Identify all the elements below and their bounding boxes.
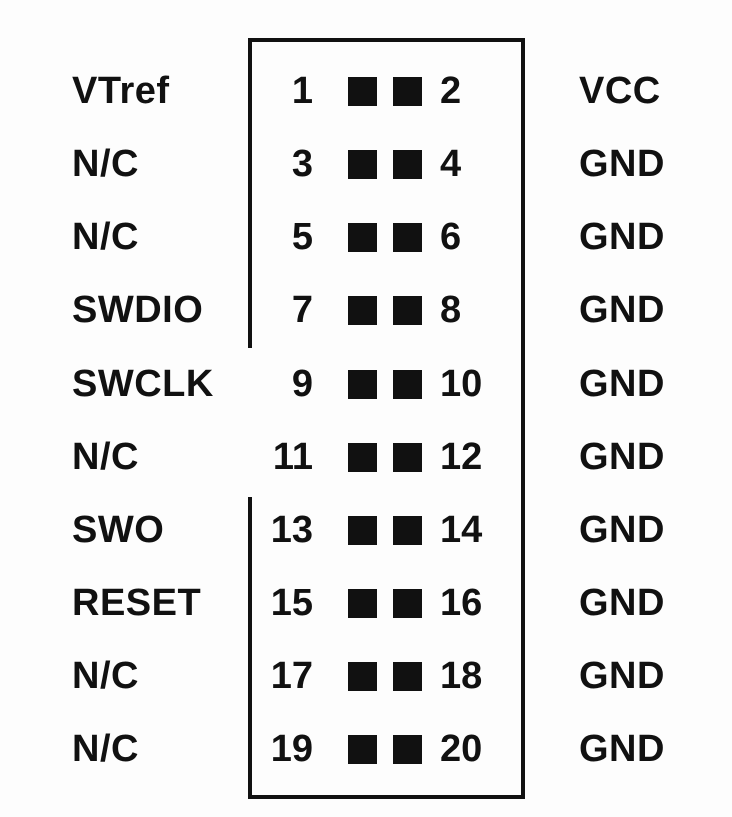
pin-row: N/C 3 4 GND <box>0 143 732 185</box>
pin-square-odd <box>348 516 377 545</box>
signal-label-right: GND <box>579 436 665 478</box>
signal-label-right: VCC <box>579 70 661 112</box>
pin-square-even <box>393 223 422 252</box>
signal-label-right: GND <box>579 143 665 185</box>
signal-label-right: GND <box>579 655 665 697</box>
pin-square-odd <box>348 223 377 252</box>
pin-row: N/C 11 12 GND <box>0 436 732 478</box>
connector-outline <box>248 38 525 799</box>
signal-label-left: N/C <box>72 655 139 697</box>
pin-number-odd: 3 <box>291 143 313 185</box>
pin-number-even: 20 <box>440 728 483 770</box>
pin-square-even <box>393 370 422 399</box>
pin-number-odd: 11 <box>272 436 313 478</box>
pin-row: SWCLK 9 10 GND <box>0 363 732 405</box>
pin-square-even <box>393 296 422 325</box>
pin-square-even <box>393 662 422 691</box>
pin-square-even <box>393 77 422 106</box>
signal-label-right: GND <box>579 582 665 624</box>
pin-row: VTref 1 2 VCC <box>0 70 732 112</box>
pin-number-odd: 5 <box>291 216 313 258</box>
pin-square-odd <box>348 77 377 106</box>
pin-number-even: 4 <box>440 143 462 185</box>
pin-square-even <box>393 516 422 545</box>
pin-number-odd: 15 <box>270 582 313 624</box>
pin-square-odd <box>348 735 377 764</box>
signal-label-right: GND <box>579 728 665 770</box>
pin-number-odd: 1 <box>291 70 313 112</box>
pin-number-odd: 17 <box>270 655 313 697</box>
pin-square-odd <box>348 443 377 472</box>
pin-number-even: 6 <box>440 216 462 258</box>
pin-number-even: 18 <box>440 655 483 697</box>
pin-square-odd <box>348 662 377 691</box>
pin-square-even <box>393 589 422 618</box>
pin-square-odd <box>348 296 377 325</box>
pin-row: SWO 13 14 GND <box>0 509 732 551</box>
signal-label-left: SWDIO <box>72 289 204 331</box>
signal-label-right: GND <box>579 216 665 258</box>
signal-label-left: N/C <box>72 143 139 185</box>
signal-label-left: SWO <box>72 509 165 551</box>
signal-label-right: GND <box>579 363 665 405</box>
pin-number-odd: 13 <box>270 509 313 551</box>
pin-number-even: 12 <box>440 436 483 478</box>
signal-label-left: SWCLK <box>72 363 214 405</box>
signal-label-left: N/C <box>72 728 139 770</box>
pin-number-even: 2 <box>440 70 462 112</box>
pin-number-even: 8 <box>440 289 462 331</box>
pin-row: SWDIO 7 8 GND <box>0 289 732 331</box>
pin-row: N/C 17 18 GND <box>0 655 732 697</box>
pin-number-odd: 9 <box>291 363 313 405</box>
pin-square-even <box>393 735 422 764</box>
signal-label-left: N/C <box>72 216 139 258</box>
signal-label-right: GND <box>579 289 665 331</box>
connector-outline-left-bottom-segment <box>248 497 252 799</box>
pin-square-even <box>393 150 422 179</box>
pin-square-odd <box>348 370 377 399</box>
pin-square-even <box>393 443 422 472</box>
signal-label-left: VTref <box>72 70 170 112</box>
pin-square-odd <box>348 150 377 179</box>
signal-label-right: GND <box>579 509 665 551</box>
pin-row: N/C 5 6 GND <box>0 216 732 258</box>
pin-number-odd: 7 <box>291 289 313 331</box>
connector-outline-left-top-segment <box>248 38 252 348</box>
pin-row: N/C 19 20 GND <box>0 728 732 770</box>
pin-row: RESET 15 16 GND <box>0 582 732 624</box>
pin-number-even: 16 <box>440 582 483 624</box>
signal-label-left: N/C <box>72 436 139 478</box>
signal-label-left: RESET <box>72 582 202 624</box>
pin-number-odd: 19 <box>270 728 313 770</box>
pin-square-odd <box>348 589 377 618</box>
pin-number-even: 14 <box>440 509 483 551</box>
pin-number-even: 10 <box>440 363 483 405</box>
